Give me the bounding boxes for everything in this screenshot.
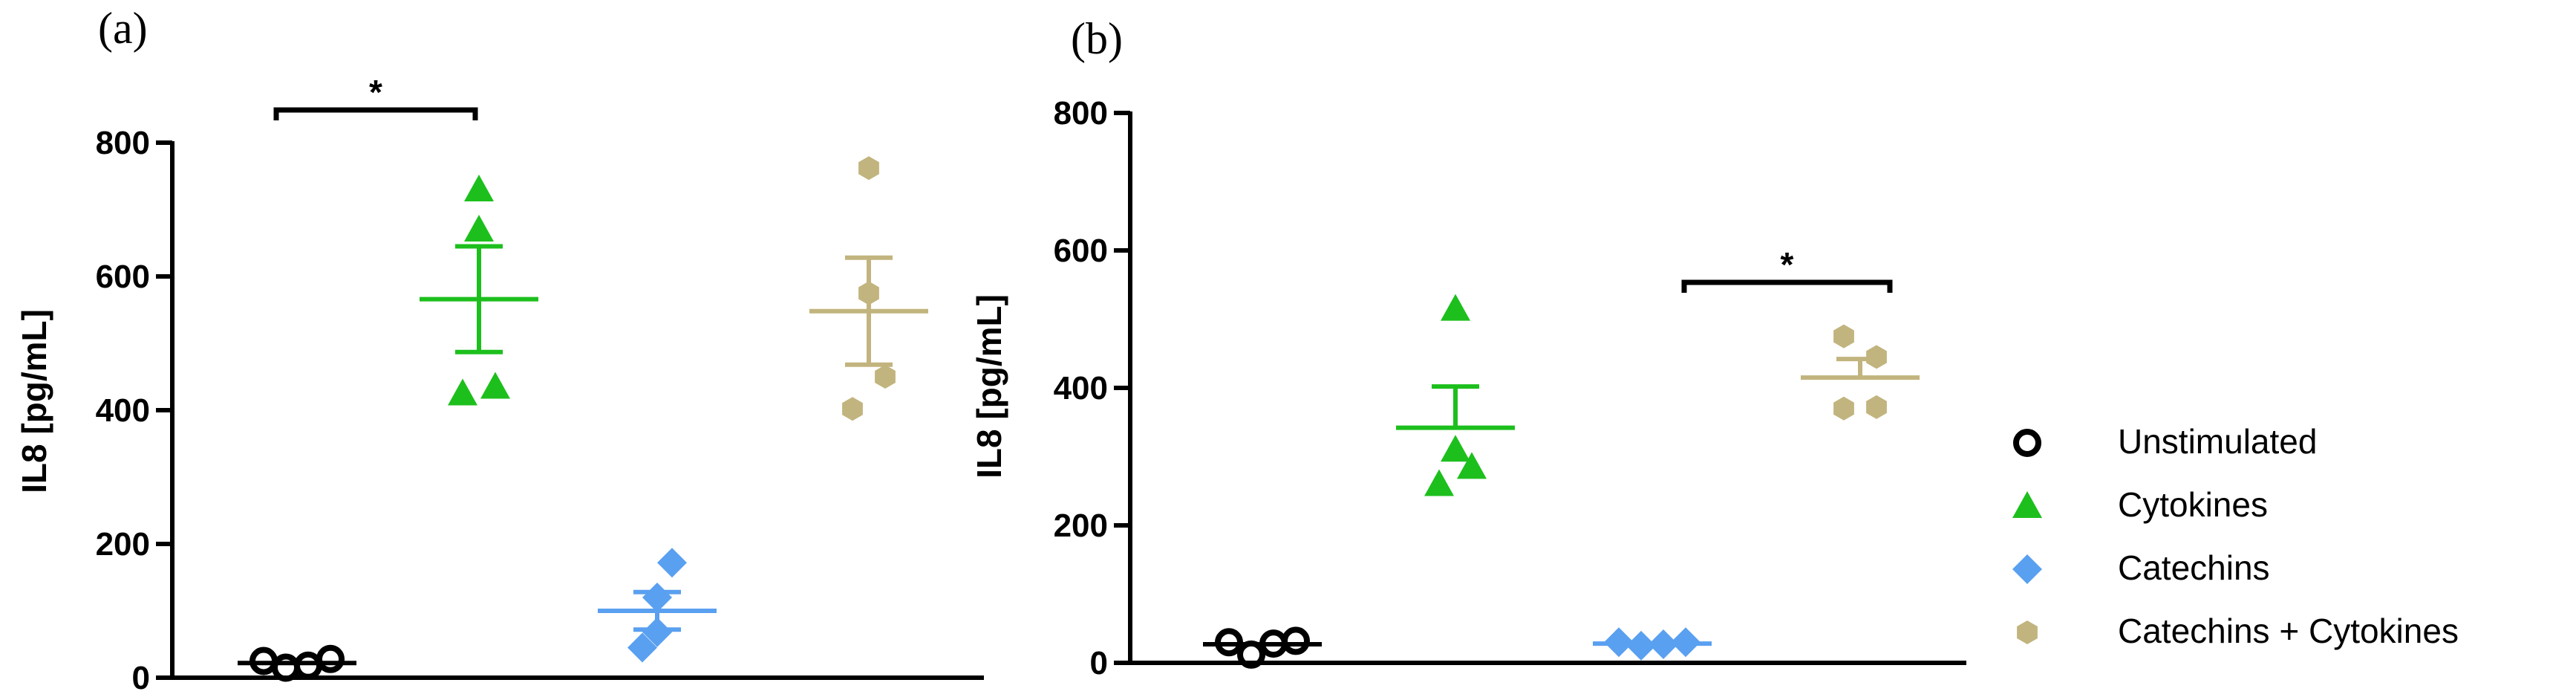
legend: Unstimulated Cytokines Catechins Catechins … bbox=[2012, 422, 2459, 650]
data-point bbox=[1833, 396, 1854, 421]
data-point bbox=[448, 378, 477, 406]
data-point bbox=[875, 365, 896, 389]
y-tick-label: 0 bbox=[1090, 645, 1108, 681]
significance-star: * bbox=[369, 73, 382, 111]
data-point bbox=[1626, 630, 1656, 661]
data-point bbox=[842, 397, 863, 421]
panel-a: (a) IL8 [pg/mL] 0 200 400 600 800 * bbox=[15, 4, 984, 696]
data-point bbox=[1424, 469, 1454, 496]
legend-marker bbox=[2013, 429, 2041, 457]
data-point bbox=[1237, 640, 1265, 669]
legend-marker bbox=[2012, 554, 2042, 584]
legend-label: Catechins bbox=[2118, 548, 2270, 587]
data-point bbox=[1604, 627, 1634, 658]
axes-b bbox=[1128, 111, 1966, 665]
data-point bbox=[858, 281, 879, 305]
data-point bbox=[1457, 452, 1487, 479]
legend-label: Catechins + Cytokines bbox=[2118, 612, 2459, 650]
significance-bracket bbox=[273, 107, 478, 120]
y-ticks-b: 0 200 400 600 800 bbox=[1054, 95, 1130, 681]
legend-marker bbox=[2012, 491, 2042, 518]
y-tick-label: 400 bbox=[1054, 370, 1108, 406]
mean-sem-b bbox=[1203, 357, 1920, 647]
y-tick-label: 200 bbox=[96, 526, 150, 563]
data-point bbox=[1441, 294, 1470, 321]
panel-label-a: (a) bbox=[98, 4, 148, 53]
data-point bbox=[1833, 324, 1854, 349]
panel-b: (b) IL8 [pg/mL] 0 200 400 600 800 * bbox=[970, 14, 1966, 681]
data-point bbox=[1215, 628, 1243, 657]
legend-marker bbox=[2017, 620, 2038, 644]
significance-a: * bbox=[273, 73, 478, 120]
mean-sem-a bbox=[238, 244, 928, 666]
y-tick-label: 200 bbox=[1054, 508, 1108, 544]
y-tick-label: 600 bbox=[96, 259, 150, 295]
data-point bbox=[316, 644, 345, 673]
data-point bbox=[627, 632, 657, 663]
data-point bbox=[642, 583, 672, 612]
data-point bbox=[464, 175, 494, 201]
data-point bbox=[294, 651, 322, 680]
y-tick-label: 800 bbox=[1054, 95, 1108, 132]
data-point bbox=[642, 617, 672, 647]
data-points-a bbox=[250, 156, 896, 682]
y-tick-label: 400 bbox=[96, 392, 150, 429]
y-tick-label: 800 bbox=[96, 125, 150, 161]
data-point bbox=[1866, 345, 1887, 369]
y-ticks-a: 0 200 400 600 800 bbox=[96, 125, 172, 696]
data-point bbox=[1671, 627, 1701, 658]
panel-label-b: (b) bbox=[1071, 14, 1123, 63]
legend-label: Unstimulated bbox=[2118, 422, 2317, 461]
data-point bbox=[480, 372, 510, 399]
data-point bbox=[1649, 629, 1678, 660]
significance-bracket bbox=[1681, 279, 1893, 293]
legend-label: Cytokines bbox=[2118, 485, 2268, 524]
y-tick-label: 0 bbox=[132, 660, 150, 696]
significance-star: * bbox=[1781, 245, 1794, 284]
data-point bbox=[1866, 395, 1887, 419]
data-point bbox=[464, 215, 494, 242]
data-points-b bbox=[1215, 294, 1887, 669]
data-point bbox=[657, 548, 687, 578]
data-point bbox=[1441, 435, 1470, 462]
y-tick-label: 600 bbox=[1054, 233, 1108, 269]
y-axis-title-a: IL8 [pg/mL] bbox=[15, 309, 53, 493]
data-point bbox=[1282, 626, 1310, 655]
data-point bbox=[858, 156, 879, 181]
significance-b: * bbox=[1681, 245, 1893, 293]
y-axis-title-b: IL8 [pg/mL] bbox=[970, 294, 1008, 479]
